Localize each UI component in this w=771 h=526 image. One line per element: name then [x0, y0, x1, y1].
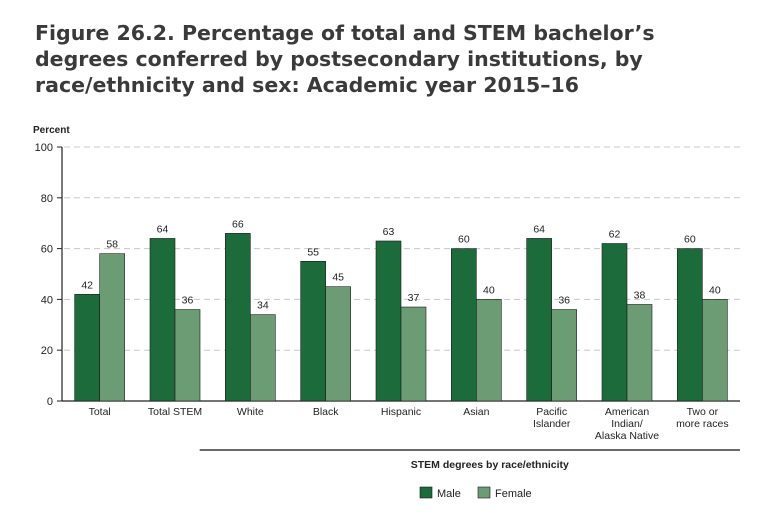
y-tick-label: 0 [47, 396, 53, 408]
bar-male [74, 294, 100, 402]
legend-label-male: Male [437, 488, 461, 500]
data-label: 60 [684, 234, 696, 246]
x-tick-label: Indian/ [611, 418, 643, 430]
bar-male [225, 233, 251, 402]
bar-male [601, 243, 628, 402]
bar-female [476, 299, 502, 402]
data-label: 64 [533, 223, 545, 235]
data-label: 37 [408, 292, 420, 304]
legend: Male Female [419, 486, 532, 500]
x-tick-label: Hispanic [381, 406, 421, 418]
chart-title: Figure 26.2. Percentage of total and STE… [35, 21, 655, 97]
data-label: 55 [307, 246, 319, 258]
bar-female [250, 314, 276, 402]
data-label: 45 [332, 272, 344, 284]
bar-male [677, 248, 703, 402]
y-tick-label: 80 [41, 193, 53, 205]
data-label: 36 [558, 295, 570, 307]
y-tick-label: 40 [41, 294, 53, 306]
group-bracket-label: STEM degrees by race/ethnicity [411, 459, 569, 471]
bar-female [551, 309, 577, 402]
bar-male [451, 248, 477, 402]
x-tick-label: Total STEM [148, 406, 202, 418]
data-label: 40 [483, 284, 495, 296]
data-label: 66 [232, 218, 244, 230]
y-tick-label: 60 [41, 244, 53, 256]
bars [74, 233, 728, 402]
legend-swatch-male [419, 486, 433, 499]
data-label: 36 [182, 295, 194, 307]
bar-female [626, 304, 653, 402]
x-tick-label: Two or [687, 406, 719, 418]
data-label: 40 [709, 284, 721, 296]
y-axis-label: Percent [33, 125, 70, 136]
x-tick-label: Black [313, 406, 339, 418]
data-label: 63 [383, 226, 395, 238]
x-tick-label: Asian [463, 406, 489, 418]
data-label: 38 [634, 289, 646, 301]
x-tick-label: Islander [533, 418, 571, 430]
x-tick-label: American [605, 406, 650, 418]
y-tick-label: 20 [41, 345, 53, 357]
x-tick-label: Alaska Native [595, 430, 659, 442]
data-label: 58 [106, 239, 118, 251]
bar-female [702, 299, 728, 402]
x-tick-label: White [237, 406, 264, 418]
bar-male [300, 260, 326, 402]
x-tick-label: Pacific [536, 406, 567, 418]
legend-swatch-female [477, 486, 491, 499]
bar-female [99, 253, 125, 402]
bar-male [149, 238, 176, 402]
data-label: 62 [609, 229, 621, 241]
data-label: 60 [458, 234, 470, 246]
data-label: 34 [257, 300, 269, 312]
bar-male [526, 238, 552, 402]
bar-male [375, 240, 402, 402]
bar-female [325, 286, 351, 402]
x-tick-label: Total [89, 406, 111, 418]
y-tick-label: 100 [35, 142, 53, 154]
data-label: 64 [157, 223, 169, 235]
x-tick-label: more races [676, 418, 729, 430]
bar-female [400, 306, 427, 402]
labels: Percent 0 20 40 60 80 100 42 58 Total 64 36 Total ST… [33, 125, 729, 471]
legend-label-female: Female [495, 488, 532, 500]
data-label: 42 [81, 279, 93, 291]
bar-female [174, 309, 201, 402]
